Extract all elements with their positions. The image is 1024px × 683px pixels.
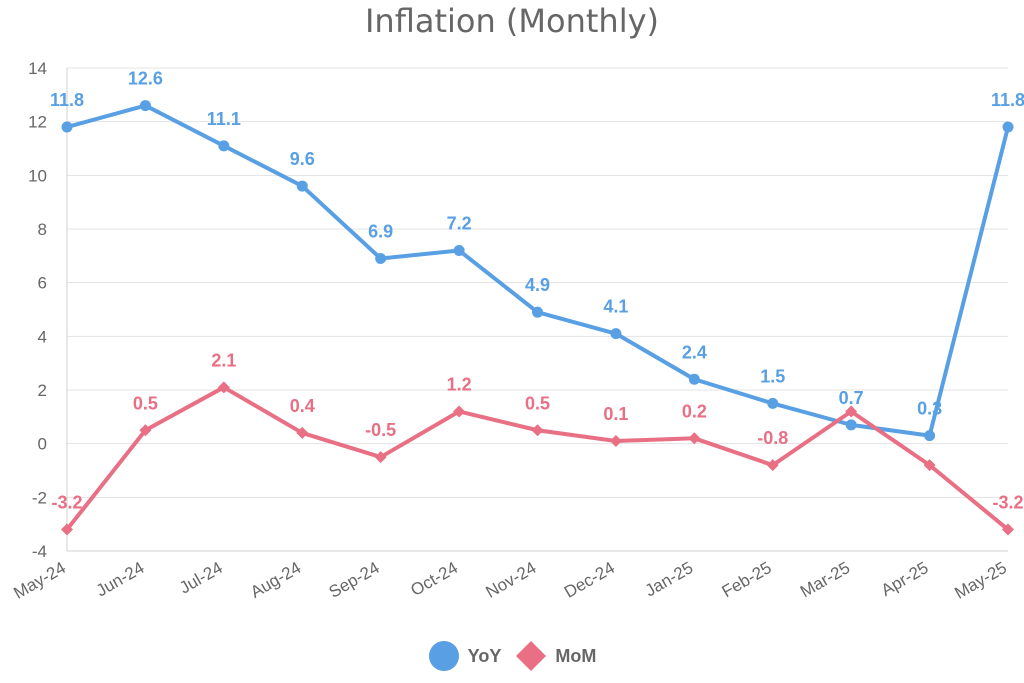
x-tick-label: Jun-24 <box>93 558 148 600</box>
x-tick-label: Aug-24 <box>247 558 304 602</box>
data-labels: 11.8 12.6 11.1 9.6 6.9 7.2 4.9 4.1 2.4 1.5 0.7 0.3 1… <box>50 69 1024 513</box>
x-tick-label: May-25 <box>951 558 1010 603</box>
x-tick-label: Sep-24 <box>326 558 383 602</box>
legend-item-mom[interactable]: MoM <box>515 640 596 672</box>
x-tick-label: Apr-25 <box>878 558 932 600</box>
data-label: 0.4 <box>290 396 315 416</box>
circle-marker-icon <box>428 641 459 671</box>
data-point[interactable] <box>61 121 73 133</box>
data-label: -0.5 <box>365 420 396 440</box>
data-label: 7.2 <box>447 213 472 233</box>
y-tick-label: -4 <box>32 542 47 561</box>
x-tick-label: Jul-24 <box>176 558 226 598</box>
data-label: 0.7 <box>839 388 864 408</box>
y-tick-label: 0 <box>38 435 47 454</box>
data-point[interactable] <box>610 328 622 340</box>
data-label: 2.4 <box>682 342 707 362</box>
y-tick-label: 10 <box>28 166 47 185</box>
data-point[interactable] <box>924 430 936 442</box>
data-label: 12.6 <box>128 69 163 89</box>
data-point[interactable] <box>923 459 936 472</box>
data-label: -0.8 <box>757 428 788 448</box>
data-point[interactable] <box>532 306 543 318</box>
data-point[interactable] <box>218 140 230 152</box>
x-tick-label: Dec-24 <box>561 558 618 602</box>
data-point[interactable] <box>767 397 779 409</box>
x-tick-label: Jan-25 <box>642 558 697 600</box>
data-point[interactable] <box>845 405 858 418</box>
x-tick-label: Mar-25 <box>797 558 853 601</box>
data-point[interactable] <box>845 419 857 431</box>
grid-lines <box>66 67 1008 552</box>
data-point[interactable] <box>766 459 779 472</box>
y-tick-label: 12 <box>28 113 47 132</box>
data-label: 0.1 <box>603 404 628 424</box>
data-label: 0.3 <box>917 399 942 419</box>
data-label: 2.1 <box>211 350 236 370</box>
y-tick-label: -2 <box>32 488 47 507</box>
data-point[interactable] <box>374 451 387 464</box>
data-label: 11.1 <box>207 109 241 129</box>
x-tick-label: Nov-24 <box>483 558 540 602</box>
y-tick-label: 14 <box>28 59 47 78</box>
data-point[interactable] <box>296 426 309 439</box>
data-label: 0.5 <box>525 393 550 413</box>
data-point[interactable] <box>1002 523 1014 536</box>
data-label: 6.9 <box>368 222 393 242</box>
data-label: 1.2 <box>447 374 472 394</box>
y-tick-label: 2 <box>38 381 47 400</box>
data-point[interactable] <box>453 405 466 418</box>
data-point[interactable] <box>375 253 387 265</box>
x-tick-label: Feb-25 <box>719 558 775 601</box>
legend: YoY MoM <box>0 640 1024 672</box>
data-label: 0.5 <box>133 393 158 413</box>
data-label: 4.1 <box>603 297 628 317</box>
data-label: -3.2 <box>51 493 82 513</box>
x-tick-label: Oct-24 <box>407 558 461 600</box>
data-label: 1.5 <box>760 366 785 386</box>
data-label: 11.8 <box>50 90 84 110</box>
data-point[interactable] <box>61 523 73 536</box>
legend-label-mom: MoM <box>555 645 597 666</box>
data-point[interactable] <box>217 381 230 394</box>
data-label: 0.2 <box>682 401 707 421</box>
data-point[interactable] <box>139 424 152 437</box>
data-point[interactable] <box>453 244 465 256</box>
data-point[interactable] <box>1002 121 1014 133</box>
data-point[interactable] <box>531 424 544 437</box>
data-label: 9.6 <box>290 149 315 169</box>
x-tick-label: May-24 <box>10 558 69 603</box>
data-point[interactable] <box>139 100 151 112</box>
data-point[interactable] <box>688 373 700 385</box>
y-axis-ticks: -4 -2 0 2 4 6 8 10 12 14 <box>28 59 47 561</box>
data-point[interactable] <box>609 434 622 447</box>
data-label: 11.8 <box>991 90 1024 110</box>
diamond-marker-icon <box>516 641 547 671</box>
chart-title: Inflation (Monthly) <box>364 2 660 40</box>
data-label: 4.9 <box>525 275 550 295</box>
y-tick-label: 6 <box>38 274 47 293</box>
data-point[interactable] <box>688 432 701 445</box>
y-tick-label: 4 <box>38 327 47 346</box>
x-axis-ticks: May-24 Jun-24 Jul-24 Aug-24 Sep-24 Oct-24 Nov-… <box>10 558 1010 603</box>
y-tick-label: 8 <box>38 220 47 239</box>
legend-label-yoy: YoY <box>467 645 502 666</box>
series-line-yoy <box>66 103 1010 438</box>
legend-item-yoy[interactable]: YoY <box>428 640 502 672</box>
data-label: -3.2 <box>992 493 1023 513</box>
data-point[interactable] <box>296 180 308 192</box>
series-lines <box>61 100 1014 536</box>
